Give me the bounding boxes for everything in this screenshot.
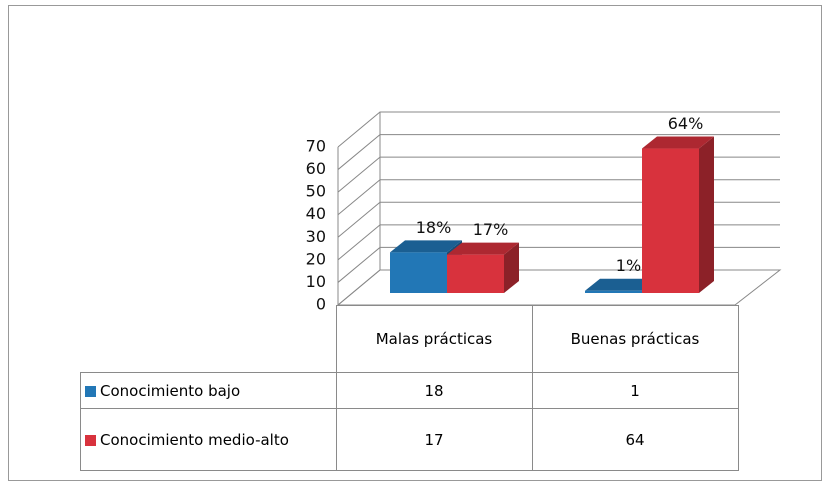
y-tick-label: 40 — [306, 204, 326, 223]
bar — [585, 290, 642, 293]
corner-cell — [80, 305, 337, 373]
legend-key — [85, 385, 96, 397]
legend-label: Conocimiento medio-alto — [100, 430, 289, 449]
legend-label: Conocimiento bajo — [100, 381, 241, 400]
y-tick-label: 30 — [306, 227, 326, 246]
bar — [642, 148, 699, 293]
series-cell: Conocimiento medio-alto — [80, 408, 337, 471]
grid-line — [337, 111, 780, 148]
value-cell: 1 — [531, 372, 739, 409]
value-cell: 17 — [335, 408, 533, 471]
category-label: Buenas prácticas — [570, 330, 700, 348]
bar-side — [504, 242, 519, 293]
frame — [8, 5, 822, 481]
data-table: Malas prácticas Buenas prácticas Conocim… — [80, 305, 739, 471]
bar — [447, 254, 504, 293]
y-tick-label: 70 — [306, 137, 326, 156]
bar-top — [447, 242, 519, 255]
legend-key — [85, 434, 96, 446]
y-tick-label: 50 — [306, 182, 326, 201]
bar-top — [642, 136, 714, 149]
value-cell: 18 — [335, 372, 533, 409]
category-cell: Malas prácticas — [335, 305, 533, 373]
grid-line — [337, 134, 780, 170]
y-tick-label: 10 — [306, 272, 326, 291]
value-cell: 64 — [531, 408, 739, 471]
bar-side — [699, 136, 714, 293]
category-label: Malas prácticas — [375, 330, 493, 348]
y-tick-label: 60 — [306, 159, 326, 178]
bar-top — [585, 278, 657, 291]
bar — [390, 252, 447, 293]
data-label: 18% — [416, 218, 452, 237]
category-cell: Buenas prácticas — [531, 305, 739, 373]
y-tick-label: 20 — [306, 249, 326, 268]
y-tick-label: 0 — [316, 295, 326, 314]
series-cell: Conocimiento bajo — [80, 372, 337, 409]
data-label: 17% — [473, 220, 509, 239]
data-label: 64% — [668, 114, 704, 133]
data-label: 1% — [616, 256, 641, 275]
bar-top — [390, 240, 462, 253]
